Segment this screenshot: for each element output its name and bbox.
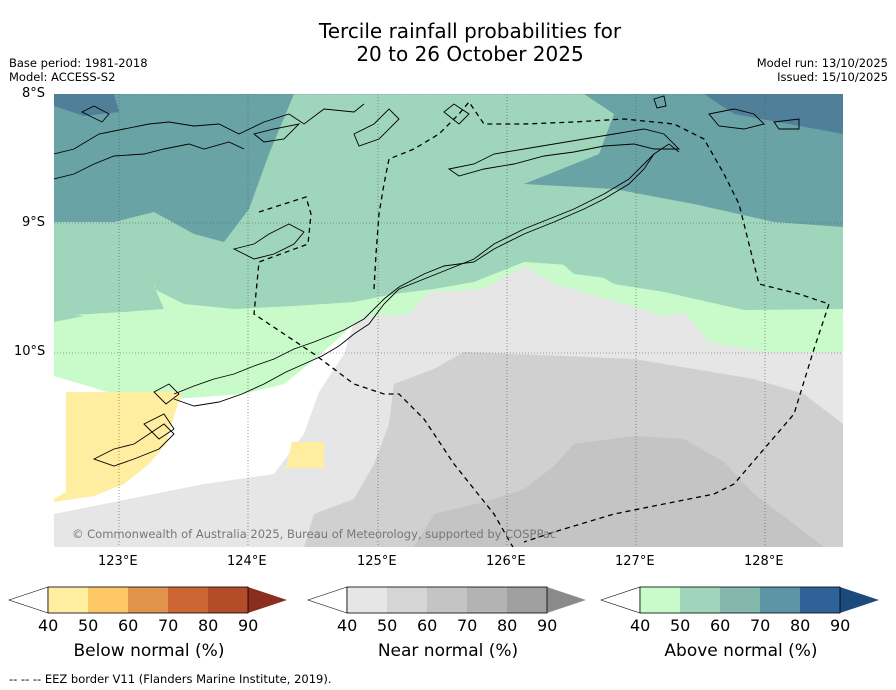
- eez-border: [253, 100, 830, 547]
- lon-label-126e: 126°E: [486, 554, 526, 569]
- cb-below-seg-80: [168, 587, 208, 613]
- cb-near-seg-80: [467, 587, 507, 613]
- eez-footnote: -- -- -- EEZ border V11 (Flanders Marine…: [9, 672, 332, 686]
- model-run: Model run: 13/10/2025: [756, 56, 888, 70]
- coastlines: [54, 95, 800, 467]
- colorbar-above-normal: [600, 586, 879, 614]
- above-normal-70-zone-east: [524, 94, 843, 227]
- cb-above-seg-80: [760, 587, 800, 613]
- near-normal-70-zone: [414, 436, 824, 547]
- lon-label-124e: 124°E: [227, 554, 267, 569]
- cb-below-tri-low: [8, 586, 49, 614]
- lon-label-123e: 123°E: [98, 554, 138, 569]
- cb-near-tick-70: 70: [457, 616, 478, 635]
- chart-title: Tercile rainfall probabilities for 20 to…: [0, 20, 896, 66]
- cb-above-seg-50: [640, 587, 680, 613]
- cb-below-seg-50: [48, 587, 88, 613]
- cb-above-seg-90: [800, 587, 840, 613]
- cb-below-seg-60: [88, 587, 128, 613]
- cb-near-seg-50: [347, 587, 387, 613]
- cb-near-title: Near normal (%): [377, 641, 519, 661]
- colorbar-below-normal: [8, 586, 287, 614]
- cb-below-tick-80: 80: [198, 616, 219, 635]
- cb-above-seg-60: [680, 587, 720, 613]
- copyright-text: © Commonwealth of Australia 2025, Bureau…: [72, 527, 556, 541]
- title-line-1: Tercile rainfall probabilities for: [318, 19, 622, 43]
- cb-above-tick-80: 80: [790, 616, 811, 635]
- lat-label-10s: 10°S: [14, 344, 46, 359]
- lon-label-127e: 127°E: [615, 554, 655, 569]
- cb-above-tri-low: [600, 586, 641, 614]
- lat-label-9s: 9°S: [22, 215, 46, 230]
- rainfall-map: © Commonwealth of Australia 2025, Bureau…: [54, 94, 843, 547]
- cb-above-tick-60: 60: [710, 616, 731, 635]
- cb-near-tri-low: [307, 586, 348, 614]
- below-normal-50-zone: [54, 392, 182, 502]
- cb-near-tick-80: 80: [497, 616, 518, 635]
- cb-below-tick-70: 70: [158, 616, 179, 635]
- issued-date: Issued: 15/10/2025: [777, 70, 888, 84]
- above-normal-60-lobe: [54, 222, 843, 310]
- lon-label-125e: 125°E: [357, 554, 397, 569]
- cb-above-tick-50: 50: [670, 616, 691, 635]
- model-name: Model: ACCESS-S2: [9, 70, 116, 84]
- cb-above-title: Above normal (%): [664, 641, 818, 661]
- cb-near-tick-50: 50: [377, 616, 398, 635]
- cb-near-tri-high: [547, 587, 586, 613]
- cb-below-seg-70: [128, 587, 168, 613]
- meta-right: Model run: 13/10/2025 Issued: 15/10/2025: [757, 56, 888, 84]
- cb-near-tick-40: 40: [337, 616, 358, 635]
- cb-below-seg-90: [208, 587, 248, 613]
- cb-near-tick-90: 90: [537, 616, 558, 635]
- cb-above-seg-70: [720, 587, 760, 613]
- cb-near-seg-90: [507, 587, 547, 613]
- meta-left: Base period: 1981-2018 Model: ACCESS-S2: [9, 56, 148, 84]
- below-normal-50-spot: [286, 442, 324, 468]
- cb-below-tri-high: [248, 587, 287, 613]
- base-period: Base period: 1981-2018: [9, 56, 148, 70]
- cb-above-tri-high: [840, 587, 879, 613]
- cb-below-tick-90: 90: [238, 616, 259, 635]
- lat-label-8s: 8°S: [22, 86, 46, 101]
- lon-label-128e: 128°E: [744, 554, 784, 569]
- colorbar-near-normal: [307, 586, 586, 614]
- cb-near-tick-60: 60: [417, 616, 438, 635]
- grid-lines: [54, 94, 843, 547]
- cb-below-tick-40: 40: [38, 616, 59, 635]
- cb-above-tick-90: 90: [830, 616, 851, 635]
- cb-above-tick-40: 40: [630, 616, 651, 635]
- cb-below-title: Below normal (%): [73, 641, 225, 661]
- cb-near-seg-70: [427, 587, 467, 613]
- cb-below-tick-50: 50: [78, 616, 99, 635]
- cb-near-seg-60: [387, 587, 427, 613]
- cb-above-tick-70: 70: [750, 616, 771, 635]
- above-normal-80-zone: [704, 94, 843, 134]
- cb-below-tick-60: 60: [118, 616, 139, 635]
- title-line-2: 20 to 26 October 2025: [356, 42, 584, 66]
